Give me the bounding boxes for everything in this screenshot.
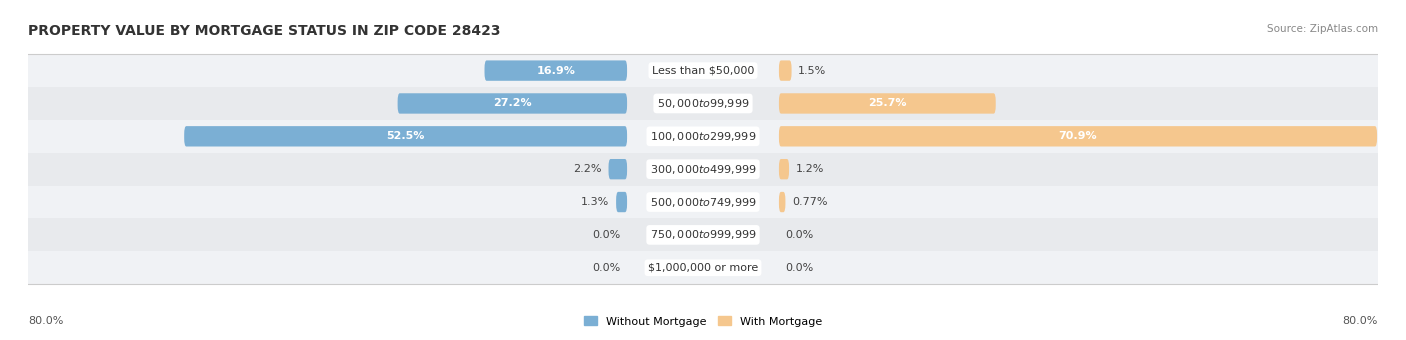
FancyBboxPatch shape xyxy=(485,61,627,81)
Text: 2.2%: 2.2% xyxy=(574,164,602,174)
Text: $100,000 to $299,999: $100,000 to $299,999 xyxy=(650,130,756,143)
Bar xyxy=(28,120,1378,153)
FancyBboxPatch shape xyxy=(779,159,789,180)
Text: 0.77%: 0.77% xyxy=(792,197,828,207)
Legend: Without Mortgage, With Mortgage: Without Mortgage, With Mortgage xyxy=(579,312,827,331)
Text: 1.3%: 1.3% xyxy=(581,197,609,207)
Bar xyxy=(28,186,1378,219)
Text: $750,000 to $999,999: $750,000 to $999,999 xyxy=(650,228,756,241)
Bar xyxy=(28,54,1378,87)
Text: 27.2%: 27.2% xyxy=(494,99,531,108)
Text: 0.0%: 0.0% xyxy=(592,230,620,240)
Text: 16.9%: 16.9% xyxy=(536,66,575,75)
Text: 80.0%: 80.0% xyxy=(28,317,63,326)
Text: 25.7%: 25.7% xyxy=(868,99,907,108)
FancyBboxPatch shape xyxy=(779,192,786,212)
Text: $1,000,000 or more: $1,000,000 or more xyxy=(648,263,758,273)
Bar xyxy=(28,87,1378,120)
Text: $50,000 to $99,999: $50,000 to $99,999 xyxy=(657,97,749,110)
Bar xyxy=(28,251,1378,284)
Text: 0.0%: 0.0% xyxy=(786,263,814,273)
FancyBboxPatch shape xyxy=(779,126,1376,147)
Text: PROPERTY VALUE BY MORTGAGE STATUS IN ZIP CODE 28423: PROPERTY VALUE BY MORTGAGE STATUS IN ZIP… xyxy=(28,24,501,38)
Text: 52.5%: 52.5% xyxy=(387,131,425,141)
Bar xyxy=(28,153,1378,186)
Text: $500,000 to $749,999: $500,000 to $749,999 xyxy=(650,195,756,208)
FancyBboxPatch shape xyxy=(184,126,627,147)
Bar xyxy=(28,219,1378,251)
Text: Source: ZipAtlas.com: Source: ZipAtlas.com xyxy=(1267,24,1378,34)
Text: 1.2%: 1.2% xyxy=(796,164,824,174)
Text: 1.5%: 1.5% xyxy=(799,66,827,75)
Text: 80.0%: 80.0% xyxy=(1343,317,1378,326)
Text: Less than $50,000: Less than $50,000 xyxy=(652,66,754,75)
FancyBboxPatch shape xyxy=(616,192,627,212)
Text: 70.9%: 70.9% xyxy=(1059,131,1097,141)
FancyBboxPatch shape xyxy=(779,61,792,81)
Text: 0.0%: 0.0% xyxy=(592,263,620,273)
Text: $300,000 to $499,999: $300,000 to $499,999 xyxy=(650,163,756,176)
FancyBboxPatch shape xyxy=(398,93,627,114)
FancyBboxPatch shape xyxy=(779,93,995,114)
Text: 0.0%: 0.0% xyxy=(786,230,814,240)
FancyBboxPatch shape xyxy=(609,159,627,180)
